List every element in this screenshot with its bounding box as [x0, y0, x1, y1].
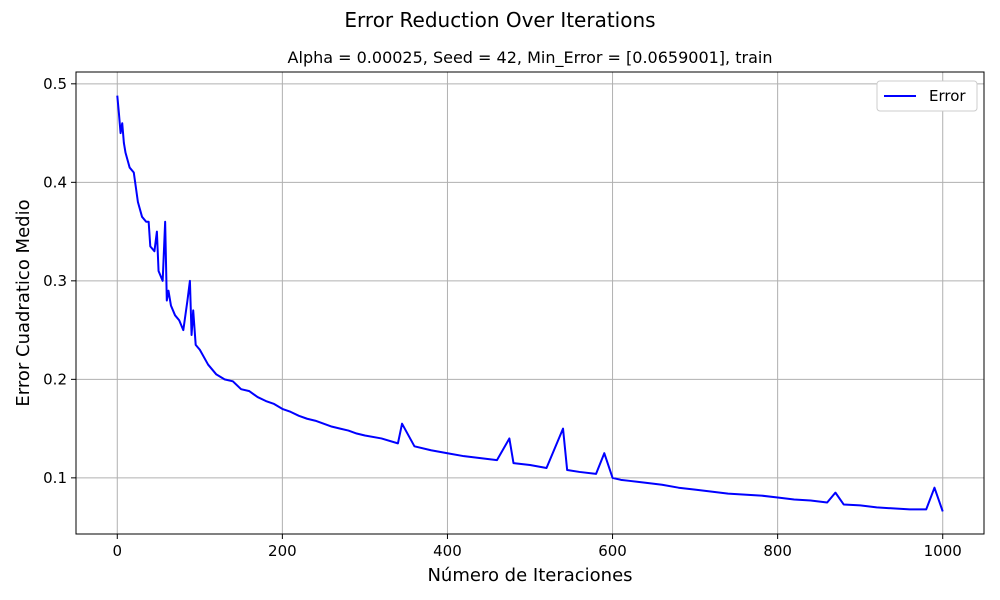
legend: Error	[876, 80, 978, 112]
chart-title: Alpha = 0.00025, Seed = 42, Min_Error = …	[287, 48, 773, 67]
x-tick-label: 600	[598, 542, 627, 560]
series-layer	[116, 95, 944, 512]
y-tick-label: 0.3	[43, 272, 67, 290]
y-tick-label: 0.2	[43, 370, 67, 388]
x-axis-ticks: 0 200 400 600 800 1000	[112, 534, 962, 560]
y-tick-label: 0.1	[43, 469, 67, 487]
y-tick-label: 0.4	[43, 173, 67, 191]
y-tick-label: 0.5	[43, 75, 67, 93]
x-tick-label: 0	[112, 542, 122, 560]
legend-box	[876, 80, 978, 112]
x-axis-label: Número de Iteraciones	[427, 565, 632, 586]
grid-lines	[76, 72, 984, 534]
x-tick-label: 400	[433, 542, 462, 560]
legend-label-error: Error	[929, 87, 966, 105]
plot-frame	[75, 71, 985, 535]
figure-suptitle: Error Reduction Over Iterations	[344, 8, 656, 32]
x-tick-label: 200	[268, 542, 297, 560]
series-line-error	[116, 95, 944, 512]
y-axis-label: Error Cuadratico Medio	[13, 199, 34, 406]
x-tick-label: 1000	[924, 542, 962, 560]
x-tick-label: 800	[763, 542, 792, 560]
y-axis-ticks: 0.1 0.2 0.3 0.4 0.5	[43, 75, 76, 487]
